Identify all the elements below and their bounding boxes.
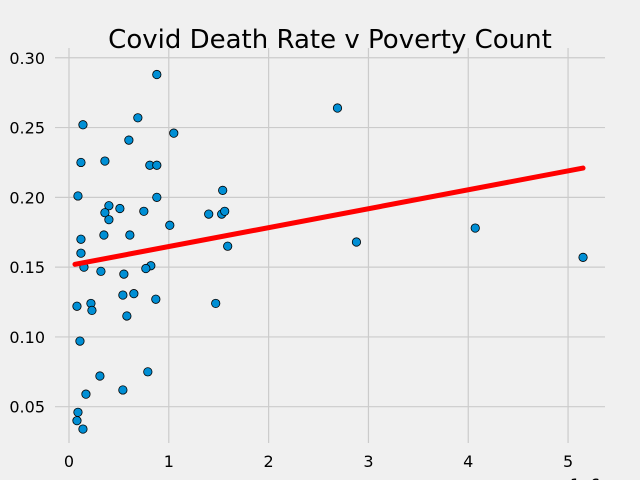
point [73,191,83,201]
point [76,248,86,258]
point [76,157,86,168]
y-tick-label: 0.15 [9,258,45,277]
y-tick-label: 0.25 [9,119,45,138]
point [100,208,110,218]
point [223,241,233,251]
point [104,201,114,211]
point [72,301,82,311]
x-tick-label: 1 [164,452,174,471]
x-tick-label: 4 [463,452,473,471]
point [73,407,83,417]
point [152,160,162,170]
point [133,113,143,123]
point [218,185,228,195]
point [332,103,343,113]
y-tick-label: 0.30 [9,49,45,68]
point [78,424,88,434]
point [152,192,162,202]
point [75,336,85,346]
point [351,237,362,247]
point [470,223,480,233]
point [78,120,88,130]
point [125,230,135,240]
point [100,156,110,166]
y-tick-label: 0.10 [9,328,45,347]
point [87,305,97,316]
point [152,69,162,80]
point [76,234,86,244]
point [122,311,132,321]
x-offset-label: 1e6 [570,475,600,480]
point [119,269,129,279]
point [578,252,588,262]
point [151,294,161,304]
point [139,206,149,216]
point [104,215,114,225]
point [96,266,106,276]
point [72,416,82,426]
x-tick-label: 0 [64,452,74,471]
x-tick-label: 3 [363,452,373,471]
point [129,289,139,299]
point [169,128,179,138]
point [99,230,109,240]
trend-line [72,165,586,267]
point [211,298,221,309]
x-tick-label: 2 [264,452,274,471]
y-tick-label: 0.05 [9,398,45,417]
point [141,263,151,274]
y-tick-label: 0.20 [9,188,45,207]
point [220,206,230,216]
point [115,203,125,214]
point [95,371,105,381]
point [81,389,91,399]
chart-title: Covid Death Rate v Poverty Count [108,25,552,55]
point [118,385,128,395]
point [143,367,153,377]
point [118,290,128,300]
x-tick-label: 5 [563,452,573,471]
point [165,220,175,230]
point [204,209,214,219]
point [124,135,134,145]
